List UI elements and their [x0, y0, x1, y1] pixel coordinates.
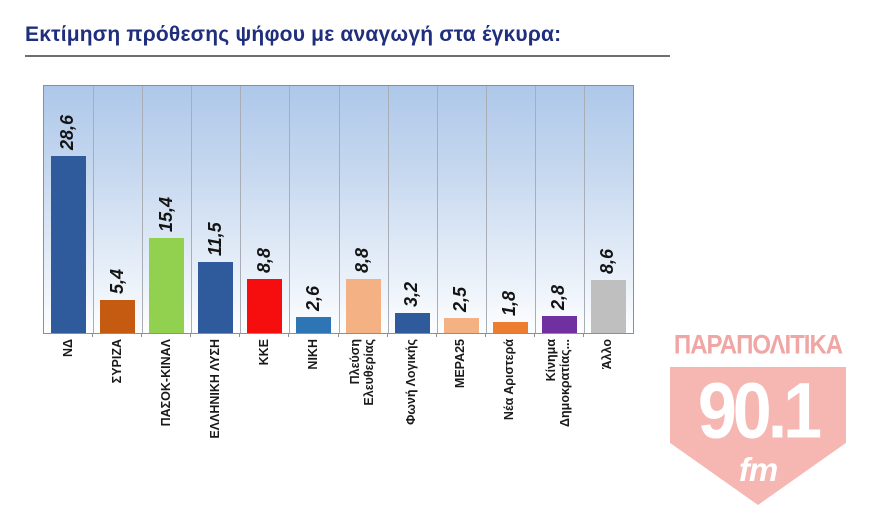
category-label: Νέα Αριστερά [502, 339, 517, 421]
category-label: ΣΥΡΙΖΑ [109, 339, 124, 384]
chart-gridline [240, 86, 242, 333]
chart-gridline [583, 86, 585, 333]
category-label: ΠΑΣΟΚ-ΚΙΝΑΛ [158, 339, 173, 427]
chart-gridline [485, 86, 487, 333]
bar-6 [296, 316, 332, 333]
bar-11 [541, 315, 577, 333]
logo-band: fm [738, 451, 778, 488]
category-label: ΚΚΕ [256, 339, 271, 366]
bar-7 [345, 278, 381, 333]
chart-gridline [338, 86, 340, 333]
chart-gridline [534, 86, 536, 333]
chart-gridline [289, 86, 291, 333]
chart-gridline [191, 86, 193, 333]
chart-gridline [387, 86, 389, 333]
category-label: Άλλο [600, 339, 615, 370]
logo-frequency: 90.1 [697, 366, 822, 455]
chart-gridline [142, 86, 144, 333]
logo-station-name: ΠΑΡΑΠΟΛΙΤΙΚΑ [673, 329, 843, 361]
plot-area [43, 85, 634, 334]
logo-shield: 90.1 fm [670, 367, 846, 505]
title-underline [25, 55, 670, 57]
category-label: Φωνή Λογικής [404, 339, 419, 425]
category-label: ΕΛΛΗΝΙΚΗ ΛΥΣΗ [207, 339, 222, 439]
page-title: Εκτίμηση πρόθεσης ψήφου με αναγωγή στα έ… [25, 23, 562, 46]
bar-3 [149, 237, 185, 333]
category-label: ΝΔ [60, 339, 75, 358]
parapolitika-logo: ΠΑΡΑΠΟΛΙΤΙΚΑ 90.1 fm [670, 329, 846, 505]
category-label: Κίνημα Δημοκρατίας... [544, 339, 573, 427]
chart-gridline [93, 86, 95, 333]
category-label: Πλεύση Ελευθερίας [348, 339, 377, 406]
bar-4 [198, 262, 234, 333]
bar-2 [100, 299, 136, 333]
chart-gridline [436, 86, 438, 333]
bar-5 [247, 278, 283, 333]
bar-9 [443, 317, 479, 333]
category-label: ΜΕΡΑ25 [453, 339, 468, 389]
bar-1 [51, 156, 87, 333]
bar-12 [590, 279, 626, 333]
bar-10 [492, 321, 528, 333]
bar-8 [394, 313, 430, 333]
category-label: ΝΙΚΗ [305, 339, 320, 370]
